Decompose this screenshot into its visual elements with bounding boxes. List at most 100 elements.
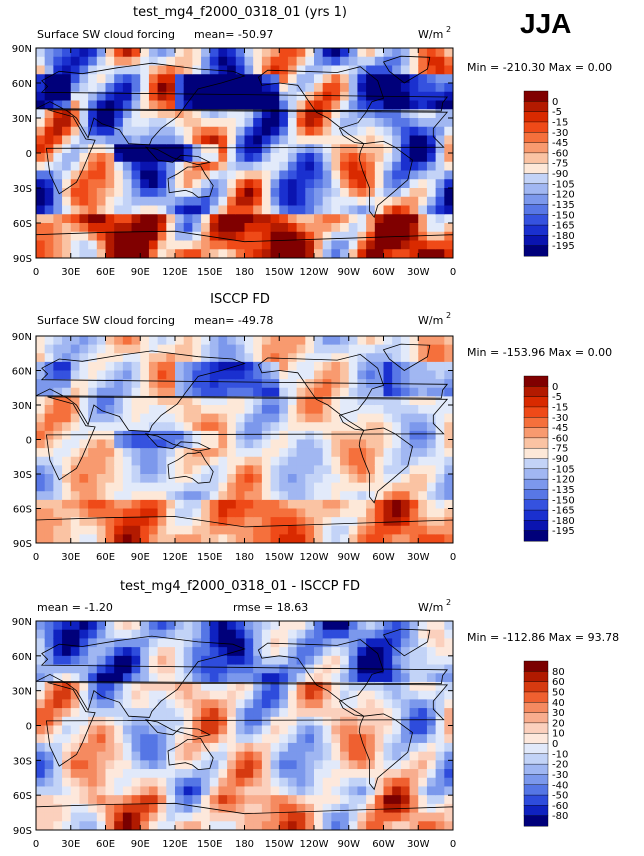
field-cell (105, 525, 115, 535)
field-cell (175, 126, 185, 137)
field-cell (36, 664, 46, 674)
field-cell (392, 214, 402, 224)
field-cell (253, 387, 263, 397)
field-cell (105, 413, 115, 423)
field-cell (166, 821, 176, 830)
field-cell (374, 621, 385, 631)
field-cell (44, 153, 54, 163)
field-cell (235, 188, 246, 198)
field-cell (209, 109, 220, 119)
field-cell (114, 491, 124, 501)
field-cell (322, 708, 332, 718)
field-cell (140, 812, 150, 822)
field-cell (209, 370, 220, 380)
field-cell (235, 786, 246, 796)
field-cell (331, 690, 341, 700)
field-cell (53, 751, 63, 761)
field-cell (374, 517, 385, 527)
field-cell (105, 223, 115, 233)
field-cell (53, 525, 63, 535)
field-cell (392, 109, 402, 119)
field-cell (122, 144, 133, 154)
field-cell (209, 708, 220, 718)
field-cell (296, 188, 306, 198)
field-cell (392, 647, 402, 657)
field-cell (435, 821, 445, 830)
field-cell (44, 690, 54, 700)
field-cell (340, 361, 350, 372)
colorbar-swatch (523, 722, 549, 734)
field-cell (192, 647, 202, 657)
field-cell (444, 170, 453, 180)
field-cell (374, 353, 385, 363)
field-cell (218, 48, 228, 58)
field-cell (409, 135, 419, 145)
field-cell (383, 760, 393, 770)
field-cell (287, 370, 298, 380)
field-cell (53, 214, 63, 224)
field-cell (209, 135, 220, 145)
lat-tick-label: 30S (13, 756, 32, 767)
field-cell (392, 742, 402, 753)
field-cell (131, 336, 141, 346)
colorbar-swatch (523, 774, 549, 786)
field-cell (235, 370, 246, 380)
field-cell (409, 812, 419, 822)
field-cell (244, 344, 254, 354)
field-cell (157, 760, 167, 770)
colorbar-swatch (523, 691, 549, 703)
field-cell (374, 760, 385, 770)
field-cell (183, 638, 193, 648)
field-cell (279, 144, 289, 154)
field-cell (53, 249, 63, 258)
field-cell (296, 405, 306, 415)
field-cell (244, 525, 254, 535)
field-cell (62, 690, 72, 700)
field-cell (253, 370, 263, 380)
field-cell (209, 517, 220, 527)
field-cell (166, 74, 176, 84)
field-cell (392, 439, 402, 449)
field-cell (235, 422, 246, 432)
field-cell (192, 135, 202, 145)
field-cell (175, 803, 185, 814)
field-cell (53, 439, 63, 449)
field-cell (140, 673, 150, 683)
field-cell (261, 664, 272, 674)
field-cell (331, 734, 341, 744)
field-cell (383, 188, 393, 198)
field-cell (340, 170, 350, 180)
field-cell (244, 231, 254, 242)
field-cell (409, 387, 419, 397)
field-cell (383, 534, 393, 543)
field-cell (96, 179, 107, 189)
field-cell (79, 629, 89, 640)
field-cell (209, 48, 220, 58)
field-cell (140, 430, 150, 441)
field-cell (374, 690, 385, 700)
field-cell (340, 517, 350, 527)
field-cell (122, 699, 133, 709)
field-cell (96, 690, 107, 700)
field-cell (400, 499, 411, 510)
field-cell (305, 465, 315, 475)
field-cell (88, 534, 98, 543)
field-cell (305, 769, 315, 779)
field-cell (148, 769, 159, 779)
field-cell (88, 499, 98, 510)
field-cell (227, 448, 237, 458)
field-cell (218, 83, 228, 93)
field-cell (235, 699, 246, 709)
field-cell (366, 448, 376, 458)
field-cell (96, 795, 107, 805)
field-cell (383, 223, 393, 233)
field-cell (305, 353, 315, 363)
field-cell (114, 422, 124, 432)
field-cell (357, 430, 367, 441)
lon-tick-label: 60E (96, 839, 115, 850)
field-cell (218, 439, 228, 449)
field-cell (331, 769, 341, 779)
field-cell (201, 205, 211, 215)
field-cell (305, 448, 315, 458)
field-cell (418, 387, 428, 397)
